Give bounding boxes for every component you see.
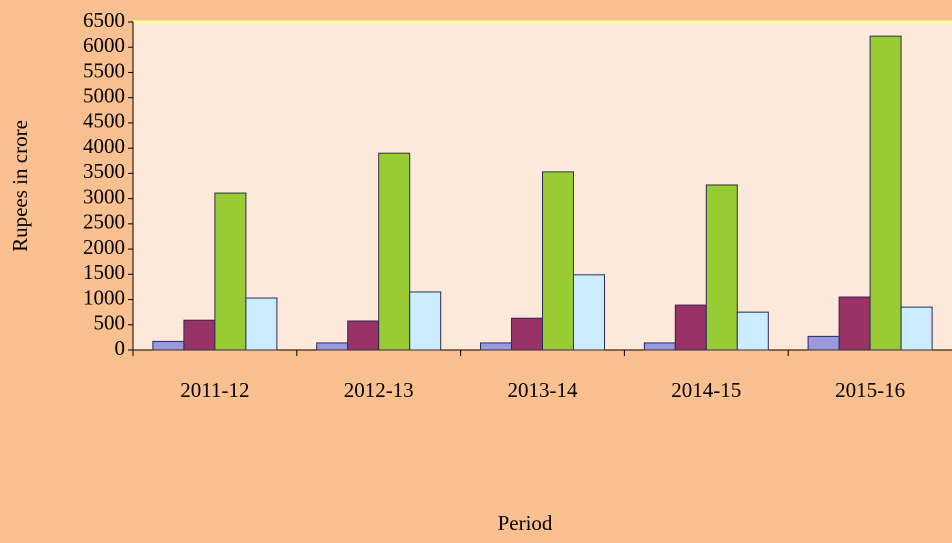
bar: [807, 335, 840, 351]
bar: [736, 311, 769, 351]
y-tick-label: 1500: [83, 260, 125, 284]
bar: [511, 317, 543, 351]
bar: [674, 304, 707, 351]
y-tick-label: 5000: [83, 84, 125, 108]
y-tick-label: 2500: [83, 210, 125, 234]
x-tick-label: 2015-16: [835, 378, 905, 402]
bar: [542, 171, 574, 351]
y-tick-label: 3000: [83, 184, 125, 208]
bar: [573, 274, 605, 351]
x-tick-label: 2014-15: [671, 378, 741, 402]
x-axis-label: Period: [498, 511, 553, 535]
y-tick-label: 1000: [83, 285, 125, 309]
bar: [900, 306, 933, 351]
bar: [705, 184, 738, 351]
y-tick-label: 500: [94, 311, 126, 335]
x-tick-label: 2013-14: [508, 378, 578, 402]
y-axis-label: Rupees in crore: [8, 120, 32, 252]
bar: [869, 35, 902, 351]
bar: [347, 320, 380, 351]
bar: [838, 296, 871, 351]
x-tick-label: 2012-13: [344, 378, 414, 402]
y-tick-label: 6000: [83, 33, 125, 57]
bar: [214, 192, 247, 351]
y-tick-label: 5500: [83, 58, 125, 82]
bar: [643, 342, 676, 351]
bar: [378, 152, 411, 351]
y-tick-label: 6500: [83, 8, 125, 32]
x-tick-label: 2011-12: [180, 378, 249, 402]
y-tick-label: 3500: [83, 159, 125, 183]
bar: [183, 319, 216, 351]
bar: [152, 340, 185, 351]
y-tick-label: 0: [115, 336, 126, 360]
y-tick-label: 2000: [83, 235, 125, 259]
bar: [480, 342, 512, 351]
bar: [409, 291, 442, 351]
y-tick-label: 4000: [83, 134, 125, 158]
y-tick-label: 4500: [83, 109, 125, 133]
bar: [316, 342, 349, 351]
bar: [245, 297, 278, 351]
